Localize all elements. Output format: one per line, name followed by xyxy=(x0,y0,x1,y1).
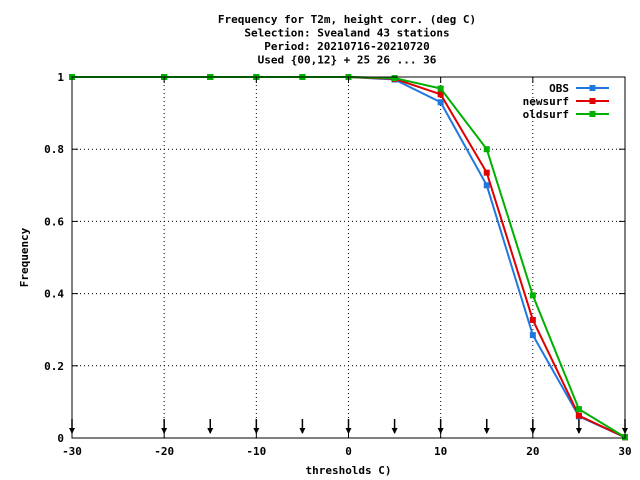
x-tick-label-4: 10 xyxy=(434,445,447,458)
threshold-arrow-9 xyxy=(529,419,536,434)
title-line-3: Used {00,12} + 25 26 ... 36 xyxy=(258,54,437,67)
point-OBS-8 xyxy=(483,182,490,189)
x-tick-label-5: 20 xyxy=(526,445,539,458)
grid-lines xyxy=(72,77,625,438)
threshold-arrow-1 xyxy=(161,419,168,434)
y-tick-label-5: 1 xyxy=(57,71,64,84)
legend-marker-newsurf xyxy=(589,98,596,104)
point-newsurf-10 xyxy=(575,412,582,419)
x-tick-label-0: -30 xyxy=(62,445,82,458)
point-OBS-9 xyxy=(529,332,536,339)
legend-marker-OBS xyxy=(589,85,596,91)
threshold-arrow-8 xyxy=(483,419,490,434)
threshold-arrow-3 xyxy=(253,419,260,434)
threshold-arrow-6 xyxy=(391,419,398,434)
x-tick-label-3: 0 xyxy=(345,445,352,458)
x-axis-label: thresholds C) xyxy=(305,464,391,477)
y-tick-label-4: 0.8 xyxy=(44,143,64,156)
threshold-arrow-4 xyxy=(299,419,306,434)
point-newsurf-7 xyxy=(437,91,444,98)
title-line-1: Selection: Svealand 43 stations xyxy=(244,27,449,40)
y-tick-label-2: 0.4 xyxy=(44,288,64,301)
x-tick-label-2: -10 xyxy=(246,445,266,458)
threshold-arrow-10 xyxy=(575,419,582,434)
y-tick-label-1: 0.2 xyxy=(44,360,64,373)
title-line-2: Period: 20210716-20210720 xyxy=(264,40,430,53)
point-oldsurf-8 xyxy=(483,146,490,153)
threshold-arrows xyxy=(69,419,628,434)
point-OBS-7 xyxy=(437,99,444,106)
point-oldsurf-9 xyxy=(529,292,536,299)
y-axis-label: Frequency xyxy=(18,227,31,287)
y-tick-label-0: 0 xyxy=(57,432,64,445)
legend-marker-oldsurf xyxy=(589,111,596,117)
x-tick-label-1: -20 xyxy=(154,445,174,458)
chart-title: Frequency for T2m, height corr. (deg C)S… xyxy=(218,13,476,67)
y-tick-label-3: 0.6 xyxy=(44,215,64,228)
legend-label-oldsurf: oldsurf xyxy=(523,108,569,121)
legend-label-newsurf: newsurf xyxy=(523,95,569,108)
threshold-arrow-5 xyxy=(345,419,352,434)
point-oldsurf-7 xyxy=(437,85,444,92)
x-tick-label-6: 30 xyxy=(618,445,631,458)
axis-ticks: -30 -20 -10 0 10 20 30 0 0.2 0.4 0.6 0.8 1 xyxy=(44,71,632,458)
legend-label-OBS: OBS xyxy=(549,82,569,95)
threshold-arrow-2 xyxy=(207,419,214,434)
point-newsurf-8 xyxy=(483,169,490,176)
point-newsurf-9 xyxy=(529,316,536,323)
title-line-0: Frequency for T2m, height corr. (deg C) xyxy=(218,13,476,26)
threshold-arrow-7 xyxy=(437,419,444,434)
point-oldsurf-6 xyxy=(391,75,398,82)
point-oldsurf-10 xyxy=(575,406,582,413)
